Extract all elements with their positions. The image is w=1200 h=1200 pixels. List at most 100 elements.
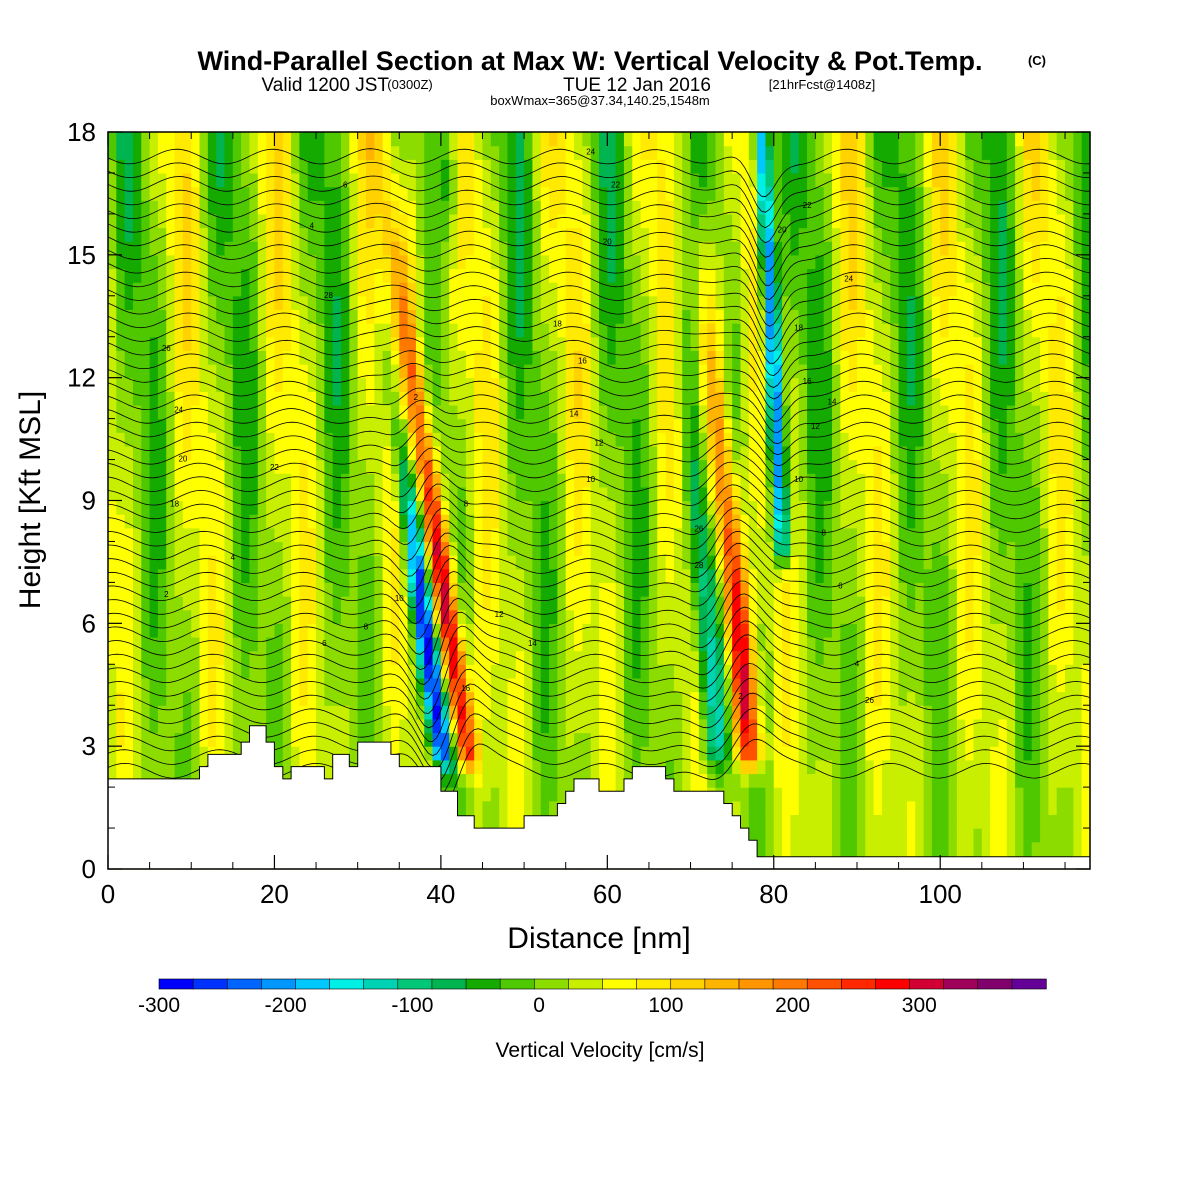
- velocity-cell: [157, 664, 167, 679]
- velocity-cell: [490, 254, 500, 270]
- velocity-cell: [415, 459, 425, 474]
- velocity-cell: [823, 213, 833, 229]
- velocity-cell: [257, 664, 267, 679]
- velocity-cell: [374, 473, 384, 488]
- velocity-cell: [856, 254, 866, 270]
- velocity-cell: [549, 432, 558, 447]
- velocity-cell: [424, 445, 434, 461]
- velocity-cell: [865, 568, 875, 583]
- velocity-cell: [590, 596, 600, 611]
- velocity-cell: [565, 213, 575, 229]
- velocity-cell: [574, 309, 583, 324]
- velocity-cell: [465, 268, 475, 283]
- velocity-cell: [807, 241, 816, 256]
- velocity-cell: [748, 746, 758, 761]
- velocity-cell: [807, 268, 816, 283]
- velocity-cell: [132, 172, 142, 188]
- velocity-cell: [590, 336, 600, 351]
- velocity-cell: [574, 486, 583, 502]
- velocity-cell: [832, 254, 841, 270]
- velocity-cell: [424, 582, 434, 597]
- velocity-cell: [232, 514, 242, 529]
- velocity-cell: [241, 568, 251, 583]
- velocity-cell: [207, 282, 217, 297]
- velocity-cell: [532, 404, 542, 420]
- velocity-cell: [149, 159, 159, 174]
- velocity-cell: [540, 568, 550, 583]
- velocity-cell: [648, 527, 658, 543]
- velocity-cell: [174, 718, 184, 734]
- velocity-cell: [698, 282, 708, 297]
- velocity-cell: [465, 241, 475, 256]
- velocity-cell: [457, 213, 467, 229]
- velocity-cell: [124, 391, 134, 406]
- velocity-cell: [723, 759, 733, 775]
- velocity-cell: [199, 350, 209, 365]
- velocity-cell: [632, 582, 642, 597]
- velocity-cell: [848, 418, 858, 433]
- velocity-cell: [565, 227, 575, 242]
- velocity-cell: [690, 350, 700, 365]
- velocity-cell: [174, 691, 184, 706]
- velocity-cell: [574, 473, 583, 488]
- velocity-cell: [365, 705, 375, 720]
- velocity-cell: [740, 241, 750, 256]
- velocity-cell: [274, 500, 284, 515]
- velocity-cell: [732, 364, 742, 379]
- velocity-cell: [232, 609, 242, 624]
- velocity-cell: [690, 486, 700, 502]
- velocity-cell: [316, 309, 325, 324]
- velocity-cell: [507, 200, 517, 215]
- velocity-cell: [282, 746, 292, 761]
- velocity-cell: [132, 568, 142, 583]
- velocity-cell: [757, 759, 767, 775]
- velocity-cell: [565, 445, 575, 461]
- velocity-cell: [798, 145, 808, 160]
- velocity-cell: [848, 473, 858, 488]
- velocity-cell: [474, 132, 484, 147]
- velocity-cell: [507, 336, 517, 351]
- velocity-cell: [166, 691, 176, 706]
- velocity-cell: [457, 609, 467, 624]
- velocity-cell: [632, 705, 642, 720]
- velocity-cell: [707, 145, 717, 160]
- velocity-cell: [332, 527, 342, 543]
- velocity-cell: [549, 787, 558, 802]
- velocity-cell: [832, 746, 841, 761]
- velocity-cell: [291, 432, 300, 447]
- velocity-cell: [191, 596, 201, 611]
- velocity-cell: [732, 132, 742, 147]
- velocity-cell: [332, 514, 342, 529]
- velocity-cell: [199, 691, 209, 706]
- velocity-cell: [640, 445, 650, 461]
- velocity-cell: [615, 350, 625, 365]
- velocity-cell: [607, 309, 617, 324]
- velocity-cell: [424, 159, 434, 174]
- velocity-cell: [407, 582, 417, 597]
- velocity-cell: [249, 241, 259, 256]
- velocity-cell: [765, 445, 775, 461]
- velocity-cell: [474, 404, 484, 420]
- velocity-cell: [191, 213, 201, 229]
- velocity-cell: [557, 159, 567, 174]
- velocity-cell: [732, 377, 742, 392]
- velocity-cell: [424, 459, 434, 474]
- velocity-cell: [682, 418, 692, 433]
- velocity-cell: [407, 404, 417, 420]
- velocity-cell: [490, 691, 500, 706]
- velocity-cell: [515, 159, 525, 174]
- velocity-cell: [740, 582, 750, 597]
- velocity-cell: [540, 691, 550, 706]
- velocity-cell: [532, 582, 542, 597]
- velocity-cell: [607, 159, 617, 174]
- velocity-cell: [149, 555, 159, 570]
- velocity-cell: [540, 609, 550, 624]
- velocity-cell: [773, 459, 783, 474]
- velocity-cell: [856, 514, 866, 529]
- velocity-cell: [266, 527, 276, 543]
- velocity-cell: [657, 677, 667, 693]
- velocity-cell: [157, 473, 167, 488]
- velocity-cell: [590, 514, 600, 529]
- velocity-cell: [499, 582, 509, 597]
- velocity-cell: [232, 404, 242, 420]
